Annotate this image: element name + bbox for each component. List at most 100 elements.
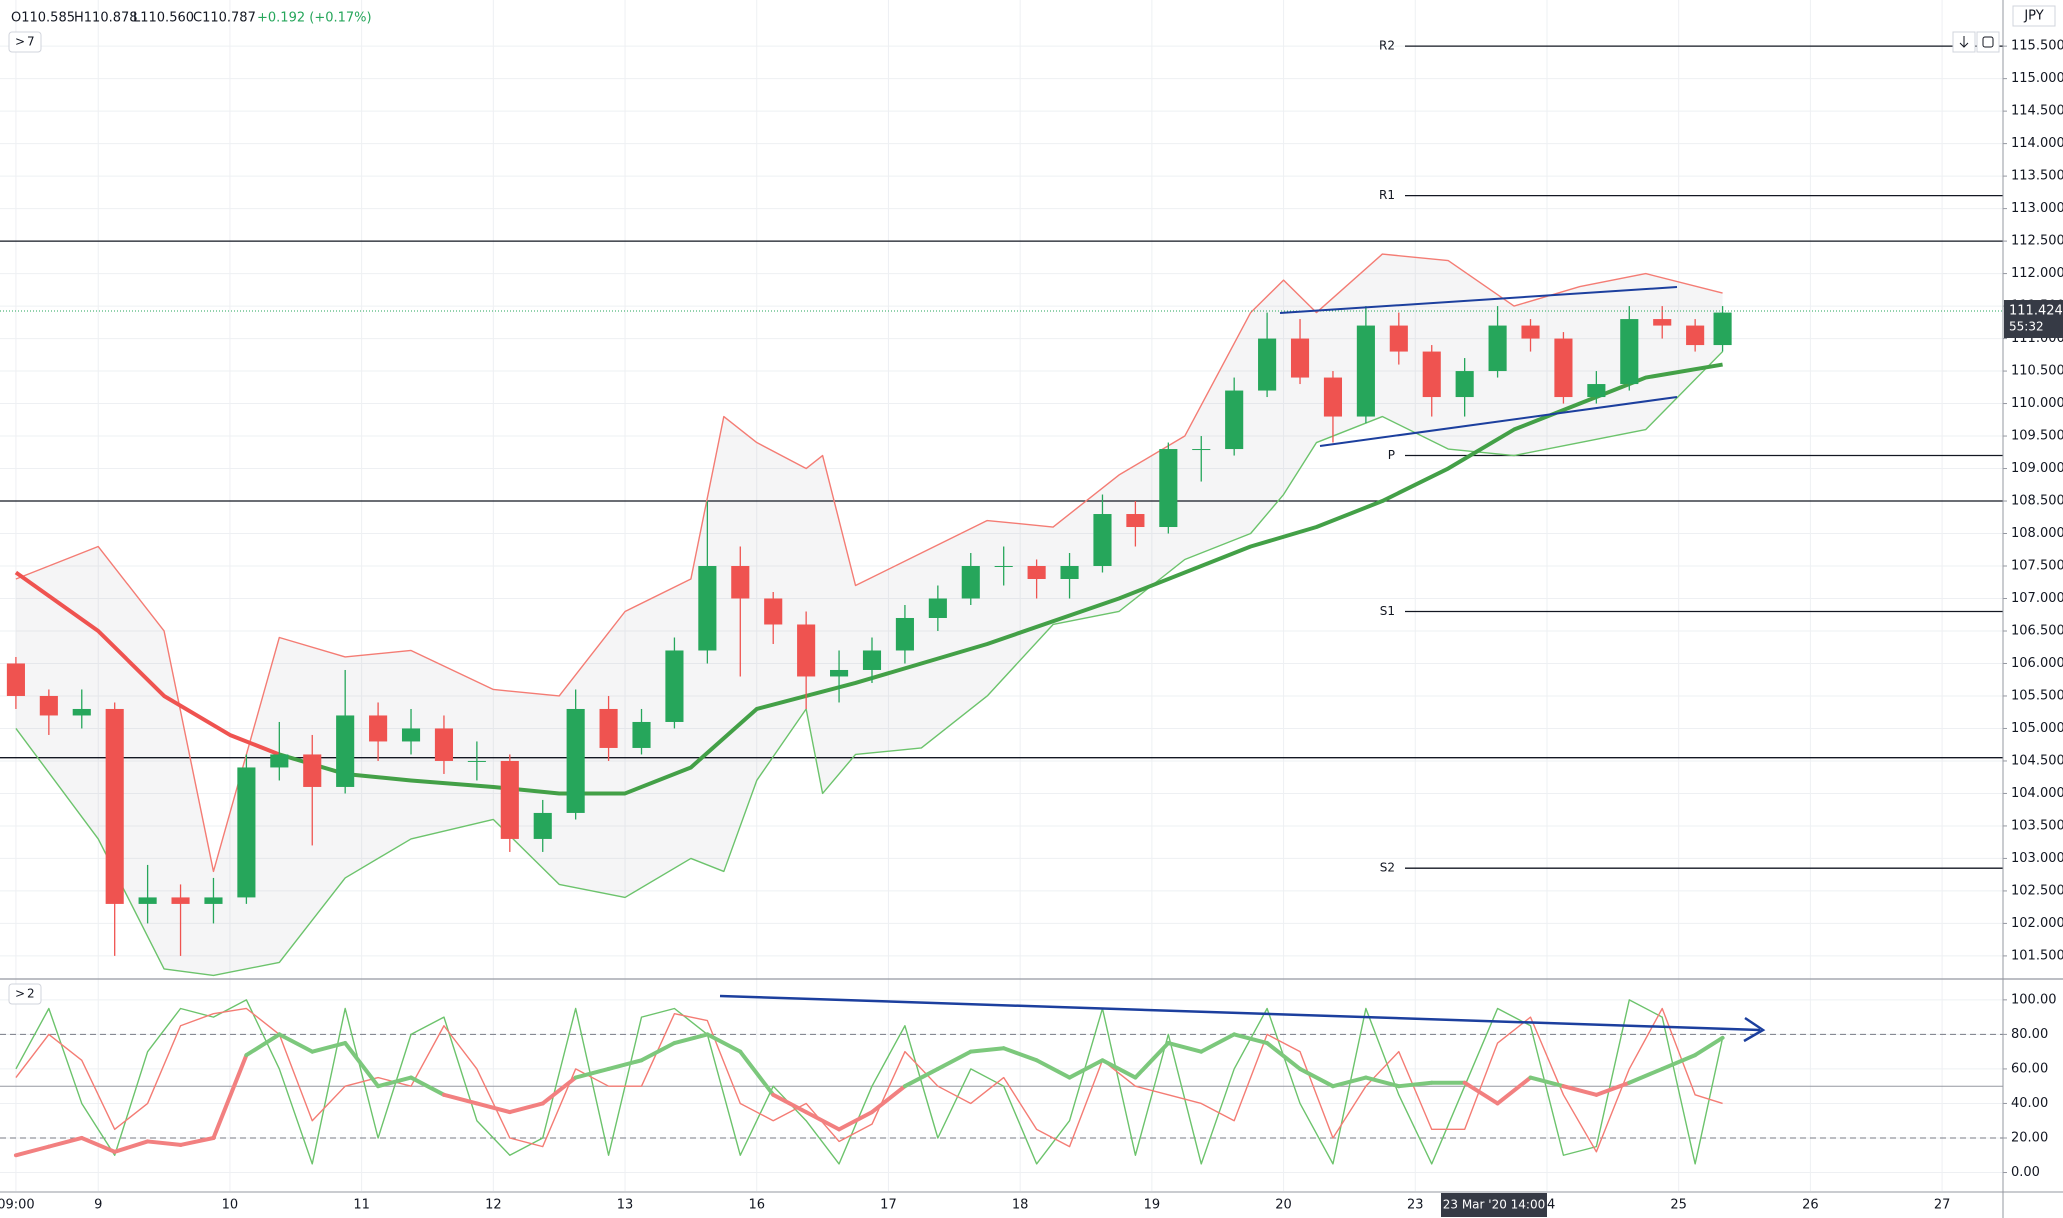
- oscillator-segment: [145, 1139, 183, 1147]
- y-tick-label: 105.000: [2011, 721, 2063, 736]
- pane-toggle-arrow: >: [15, 987, 25, 1001]
- x-tick-label: 11: [353, 1198, 370, 1213]
- y-tick-label: 105.500: [2011, 688, 2063, 703]
- y-tick-label: 112.000: [2011, 266, 2063, 281]
- trendline-lower: [1319, 396, 1678, 447]
- last-price-label: 111.424: [2009, 304, 2063, 319]
- oscillator-segment: [310, 1041, 348, 1054]
- oscillator-segment: [178, 1135, 216, 1147]
- pane-toggle-count[interactable]: 2: [27, 987, 35, 1001]
- oscillator-segment: [573, 1066, 611, 1080]
- oscillator-segment: [1100, 1058, 1138, 1080]
- fullscreen-icon: [1982, 36, 1994, 48]
- oscillator-segment: [935, 1049, 973, 1071]
- trendline-arrowhead: [1743, 1016, 1766, 1043]
- oscillator-segment: [277, 1032, 315, 1054]
- candle-body: [1620, 319, 1639, 385]
- oscillator-segment: [46, 1135, 84, 1149]
- candle-body: [237, 767, 256, 898]
- last-price-box: [2004, 300, 2063, 339]
- oscillator-segment: [869, 1084, 907, 1115]
- y-tick-label: 109.000: [2011, 461, 2063, 476]
- x-tick-label: 19: [1144, 1198, 1161, 1213]
- candle-body: [1653, 319, 1672, 326]
- oscillator-segment: [1232, 1032, 1270, 1046]
- y-tick-label: 104.000: [2011, 786, 2063, 801]
- y-tick-label: 114.500: [2011, 104, 2063, 119]
- candle-body: [1159, 449, 1178, 528]
- pivot-label: R2: [1379, 39, 1395, 53]
- candle-body: [1356, 325, 1375, 417]
- x-tick-label: 26: [1802, 1198, 1819, 1213]
- x-tick-label: 20: [1275, 1198, 1292, 1213]
- candle-body: [138, 897, 157, 904]
- oscillator-segment: [1067, 1058, 1105, 1080]
- y-tick-label: 107.000: [2011, 591, 2063, 606]
- ohlc-low: L110.560: [133, 11, 194, 26]
- pivot-label: S2: [1380, 861, 1395, 875]
- oscillator-segment: [1298, 1066, 1335, 1089]
- candle-body: [39, 695, 58, 716]
- oscillator-segment: [1199, 1032, 1237, 1054]
- ohlc-close: C110.787: [193, 11, 256, 26]
- x-tick-label: 09:00: [0, 1198, 35, 1213]
- candle-body: [1323, 377, 1343, 417]
- y-tick-label: 104.500: [2011, 753, 2063, 768]
- pane-toggle-count[interactable]: 7: [27, 35, 35, 49]
- candle-body: [401, 728, 421, 742]
- oscillator-segment: [409, 1075, 446, 1097]
- oscillator-line: [15, 999, 1724, 1165]
- candle-body: [533, 812, 552, 839]
- candle-body: [862, 650, 882, 670]
- crosshair-time-box: [1441, 1193, 1547, 1217]
- oscillator-segment: [244, 1032, 282, 1058]
- candle-body: [171, 897, 190, 904]
- candle-body: [500, 760, 519, 839]
- y-tick-label: 60.00: [2011, 1061, 2048, 1076]
- oscillator-segment: [1265, 1041, 1303, 1071]
- pane-toggle-arrow: >: [15, 35, 25, 49]
- y-tick-label: 102.500: [2011, 883, 2063, 898]
- overlay-line: [15, 253, 1723, 873]
- oscillator-segment: [771, 1092, 809, 1115]
- currency-box[interactable]: [2012, 5, 2056, 27]
- oscillator-trendline: [719, 994, 1761, 1032]
- candle-body: [698, 566, 717, 651]
- oscillator-segment: [1034, 1058, 1072, 1080]
- y-tick-label: 107.500: [2011, 559, 2063, 574]
- y-tick-label: 112.500: [2011, 234, 2063, 249]
- candle-body: [1521, 325, 1540, 339]
- candle-body: [1290, 338, 1310, 378]
- candle-body: [566, 708, 585, 813]
- pane-toggle[interactable]: [8, 983, 42, 1005]
- oscillator-segment: [1166, 1041, 1204, 1054]
- oscillator-segment: [1133, 1041, 1171, 1080]
- candle-body: [665, 650, 684, 722]
- candle-body: [303, 754, 322, 787]
- y-tick-label: 101.500: [2011, 948, 2063, 963]
- oscillator-segment: [1627, 1066, 1665, 1085]
- candle-body: [599, 708, 618, 748]
- ohlc-high: H110.878: [74, 11, 138, 26]
- oscillator-segment: [1693, 1035, 1725, 1058]
- oscillator-segment: [837, 1110, 874, 1132]
- candle-body: [1192, 449, 1211, 451]
- pivot-label: P: [1388, 448, 1395, 462]
- candle-body: [961, 566, 980, 599]
- candle-body: [1713, 312, 1732, 346]
- pane-toggle[interactable]: [8, 31, 42, 53]
- oscillator-segment: [902, 1066, 940, 1089]
- oscillator-segment: [441, 1092, 479, 1106]
- overlay-line: [278, 362, 1723, 796]
- oscillator-segment: [1396, 1080, 1434, 1089]
- pivot-label: S1: [1380, 604, 1395, 618]
- candle-body: [467, 760, 486, 762]
- oscillator-segment: [112, 1139, 150, 1154]
- x-tick-label: 23: [1407, 1198, 1424, 1213]
- candle-body: [994, 566, 1013, 568]
- x-tick-label: 13: [617, 1198, 634, 1213]
- fullscreen-button[interactable]: [1976, 31, 2000, 53]
- y-tick-label: 108.000: [2011, 526, 2063, 541]
- candle-body: [1027, 566, 1046, 580]
- ohlc-open: O110.585: [11, 11, 75, 26]
